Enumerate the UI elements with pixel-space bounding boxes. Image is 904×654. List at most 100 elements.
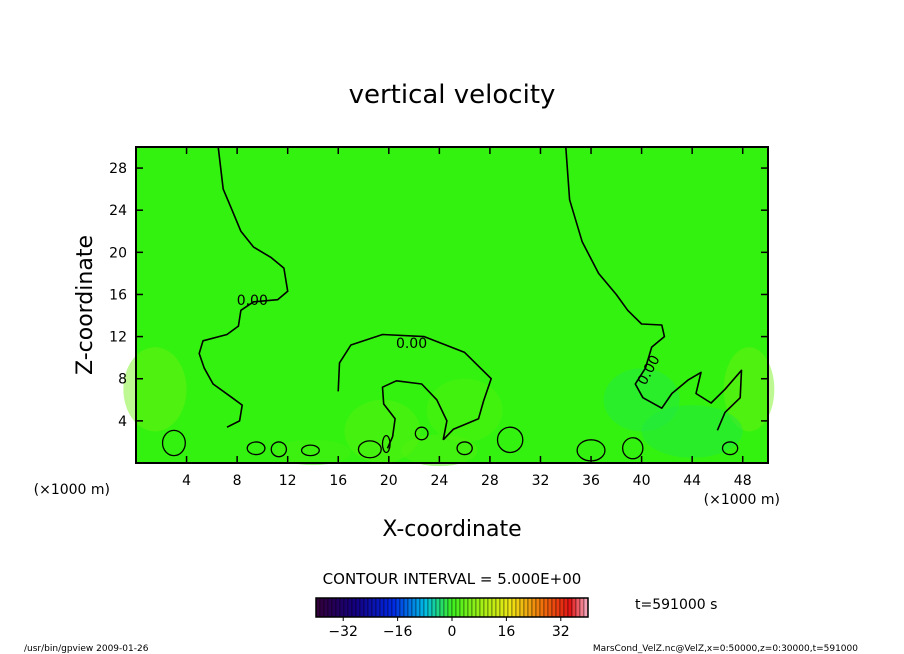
contour-interval-text: CONTOUR INTERVAL = 5.000E+00 [323,570,582,588]
contour-label: 0.00 [396,336,427,352]
colorbar-swatch [451,597,457,618]
x-tick-label: 48 [734,473,752,489]
eddy-contour-1 [246,441,266,456]
field-shade-6 [275,439,351,466]
colorbar-swatch [471,597,477,618]
colorbar-swatch [411,597,417,618]
colorbar: −32 −16 0 16 32 [315,597,589,640]
colorbar-swatch [331,597,337,618]
eddy-contour-6 [496,426,524,454]
colorbar-swatch [447,597,453,618]
colorbar-tick-label: 16 [497,624,515,640]
colorbar-swatch [539,597,545,618]
footer-right: MarsCond_VelZ.nc@VelZ,x=0:50000,z=0:3000… [593,644,858,654]
x-unit-label-right: (×1000 m) [704,492,780,508]
colorbar-swatch [567,597,573,618]
colorbar-swatch [351,597,357,618]
contour-label: 0.00 [237,293,268,309]
x-tick-label: 36 [582,473,600,489]
y-tick-label: 28 [109,161,127,177]
y-tick-label: 16 [109,287,127,303]
eddy-contour-9 [721,441,739,456]
field-shade-7 [401,434,478,467]
colorbar-swatch [391,597,397,618]
y-axis-label: Z-coordinate [73,235,98,375]
colorbar-swatch [511,597,517,618]
colorbar-swatch [443,597,449,618]
colorbar-swatch [547,597,553,618]
colorbar-swatch [463,597,469,618]
colorbar-swatch [323,597,329,618]
colorbar-ticks: −32 −16 0 16 32 [328,617,570,640]
x-tick-label: 8 [233,473,242,489]
contour-labels: 0.000.000.00 [237,293,664,388]
y-tick-label: 8 [118,372,127,388]
x-tick-label: 28 [481,473,499,489]
x-tick-label: 16 [329,473,347,489]
colorbar-swatch [479,597,485,618]
colorbar-swatch [427,597,433,618]
field-shade-1 [723,347,775,432]
zero-contours [161,146,743,462]
field-shade-2 [344,399,421,463]
x-tick-label: 40 [633,473,651,489]
colorbar-swatch [487,597,493,618]
colorbar-tick-label: 32 [552,624,570,640]
plot-frame [135,146,769,464]
x-tick-label: 24 [430,473,448,489]
colorbar-swatch [551,597,557,618]
colorbar-swatch [543,597,549,618]
colorbar-swatch [431,597,437,618]
footer-left: /usr/bin/gpview 2009-01-26 [24,644,149,654]
field-shade-5 [603,368,680,432]
eddy-contour-3 [357,440,382,459]
y-tick-label: 20 [109,245,127,261]
colorbar-swatch [579,597,585,618]
colorbar-swatch [475,597,481,618]
contour-central-dome-inner [381,380,448,449]
colorbar-swatches [315,597,589,618]
contour-right-boundary [565,146,743,431]
colorbar-swatch [419,597,425,618]
eddy-contour-11 [456,441,473,456]
colorbar-swatch [379,597,385,618]
colorbar-tick-label: −16 [383,624,413,640]
x-tick-label: 12 [279,473,297,489]
contour-central-dome [337,333,492,441]
colorbar-swatch [367,597,373,618]
colorbar-swatch [423,597,429,618]
eddy-contour-4 [381,434,391,454]
x-axis-label: X-coordinate [382,517,521,542]
colorbar-swatch [499,597,505,618]
colorbar-swatch [347,597,353,618]
colorbar-swatch [383,597,389,618]
colorbar-swatch [519,597,525,618]
colorbar-swatch [491,597,497,618]
colorbar-swatch [563,597,569,618]
colorbar-swatch [439,597,445,618]
colorbar-swatch [507,597,513,618]
x-tick-label: 20 [380,473,398,489]
colorbar-swatch [559,597,565,618]
colorbar-swatch [575,597,581,618]
colorbar-swatch [459,597,465,618]
colorbar-swatch [495,597,501,618]
colorbar-swatch [483,597,489,618]
x-unit-label-left: (×1000 m) [34,482,110,498]
y-tick-label: 4 [118,414,127,430]
eddy-contour-5 [414,426,429,441]
colorbar-swatch [363,597,369,618]
colorbar-swatch [531,597,537,618]
colorbar-swatch [319,597,325,618]
y-tick-label: 12 [109,330,127,346]
x-axis: 4 8 12 16 20 24 28 32 36 40 44 48 [182,147,752,489]
colorbar-swatch [327,597,333,618]
colorbar-swatch [403,597,409,618]
colorbar-swatch [535,597,541,618]
colorbar-tick-label: 0 [448,624,457,640]
colorbar-swatch [527,597,533,618]
x-tick-label: 32 [532,473,550,489]
colorbar-swatch [503,597,509,618]
eddy-contour-0 [161,429,186,457]
